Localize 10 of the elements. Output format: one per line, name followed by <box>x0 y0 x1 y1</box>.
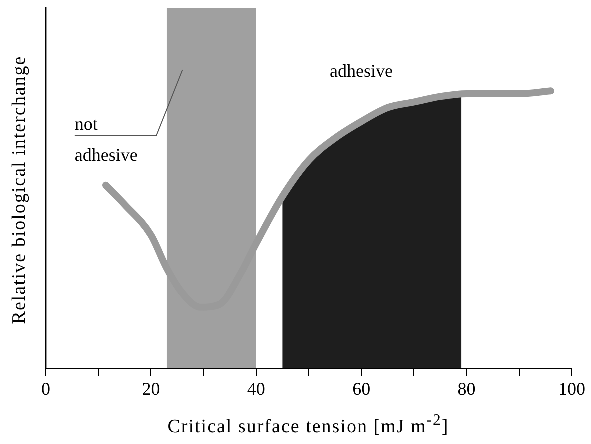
x-tick-label: 60 <box>352 378 371 399</box>
x-tick-label: 80 <box>458 378 476 399</box>
annotation: not adhesive <box>74 114 138 165</box>
text: adhesive <box>330 61 394 81</box>
x-tick-label: 40 <box>247 378 266 399</box>
x-tick-label: 20 <box>142 378 160 399</box>
x-axis-title: Critical surface tension [mJ m$^{-2}$] <box>166 412 450 438</box>
x-tick-label: 0 <box>42 378 50 399</box>
y-axis-title: Relative biological interchange <box>9 56 31 324</box>
x-tick-label: 100 <box>558 378 586 399</box>
